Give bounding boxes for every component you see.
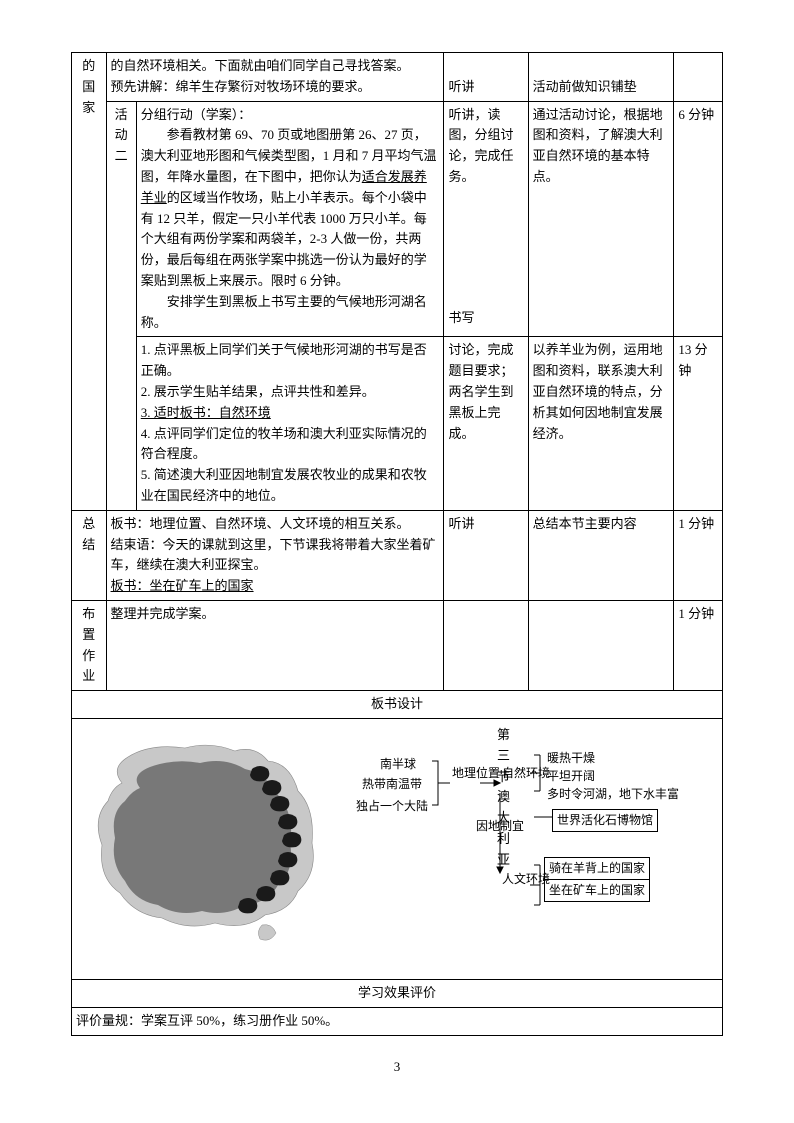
content-text: 整理并完成学案。	[111, 606, 215, 621]
header-text: 学习效果评价	[358, 985, 436, 1000]
intent-text: 总结本节主要内容	[533, 516, 637, 531]
content-text: 板书：坐在矿车上的国家	[111, 576, 440, 597]
time-text: 1 分钟	[678, 516, 714, 531]
content-body: 安排学生到黑板上书写主要的气候地形河湖名称。	[141, 292, 440, 334]
tasmania	[258, 925, 276, 940]
concept-right3: 多时令河湖，地下水丰富	[547, 785, 679, 804]
section-cell: 布置作业	[72, 600, 107, 690]
learning-eval-header: 学习效果评价	[72, 979, 723, 1007]
time-cell: 6 分钟	[674, 101, 723, 337]
content-text: 4. 点评同学们定位的牧羊场和澳大利亚实际情况的符合程度。	[141, 424, 440, 466]
section-label: 布置作业	[82, 606, 95, 683]
activity-label: 活动二	[115, 107, 128, 164]
concept-left2: 热带南温带	[362, 775, 422, 794]
concept-left1: 南半球	[380, 755, 416, 774]
table-row: 总结 板书：地理位置、自然环境、人文环境的相互关系。 结束语：今天的课就到这里，…	[72, 510, 723, 600]
content-cell: 的自然环境相关。下面就由咱们同学自己寻找答案。 预先讲解：绵羊生存繁衍对牧场环境…	[106, 53, 444, 102]
eval-cell: 评价量规：学案互评 50%，练习册作业 50%。	[72, 1007, 723, 1035]
concept-box1: 世界活化石博物馆	[552, 809, 658, 832]
section-header-row: 学习效果评价	[72, 979, 723, 1007]
diagram-row: 第三节 澳大利亚	[72, 718, 723, 979]
concept-left3: 独占一个大陆	[356, 797, 428, 816]
student-cell: 讨论，完成题目要求；两名学生到黑板上完成。	[444, 337, 528, 510]
intent-cell: 通过活动讨论，根据地图和资料，了解澳大利亚自然环境的基本特点。	[528, 101, 674, 337]
time-text: 1 分钟	[678, 606, 714, 621]
content-text: 预先讲解：绵羊生存繁衍对牧场环境的要求。	[111, 77, 440, 98]
table-row: 活动二 分组行动（学案）： 参看教材第 69、70 页或地图册第 26、27 页…	[72, 101, 723, 337]
content-cell: 板书：地理位置、自然环境、人文环境的相互关系。 结束语：今天的课就到这里，下节课…	[106, 510, 444, 600]
board-design-header: 板书设计	[72, 691, 723, 719]
student-cell	[444, 600, 528, 690]
intent-cell: 以养羊业为例，运用地图和资料，联系澳大利亚自然环境的特点，分析其如何因地制宜发展…	[528, 337, 674, 510]
page-number: 3	[0, 1059, 794, 1075]
student-cell: 听讲，读图，分组讨论，完成任务。 书写	[444, 101, 528, 337]
student-cell: 听讲	[444, 510, 528, 600]
concept-right2: 平坦开阔	[547, 767, 595, 786]
content-text: 的自然环境相关。下面就由咱们同学自己寻找答案。	[111, 56, 440, 77]
time-cell: 13 分钟	[674, 337, 723, 510]
eval-row: 评价量规：学案互评 50%，练习册作业 50%。	[72, 1007, 723, 1035]
lesson-plan-table: 的国家 的自然环境相关。下面就由咱们同学自己寻找答案。 预先讲解：绵羊生存繁衍对…	[71, 52, 723, 1036]
concept-box2: 骑在羊背上的国家	[544, 857, 650, 880]
student-text: 书写	[448, 308, 523, 329]
student-text: 讨论，完成题目要求；两名学生到黑板上完成。	[448, 342, 513, 440]
header-text: 板书设计	[371, 696, 423, 711]
intent-text: 通过活动讨论，根据地图和资料，了解澳大利亚自然环境的基本特点。	[533, 107, 663, 184]
section-label: 总结	[82, 516, 95, 552]
content-text: 2. 展示学生贴羊结果，点评共性和差异。	[141, 382, 440, 403]
concept-mid4: 人文环境	[502, 873, 528, 886]
content-cell: 1. 点评黑板上同学们关于气候地形河湖的书写是否正确。 2. 展示学生贴羊结果，…	[136, 337, 444, 510]
australia-map	[80, 733, 340, 955]
student-text: 听讲，读图，分组讨论，完成任务。	[448, 105, 523, 188]
student-text: 听讲	[448, 516, 474, 531]
section-cell: 总结	[72, 510, 107, 600]
content-text: 板书：地理位置、自然环境、人文环境的相互关系。	[111, 514, 440, 535]
time-cell: 1 分钟	[674, 600, 723, 690]
concept-right1: 暖热干燥	[547, 749, 595, 768]
table-row: 布置作业 整理并完成学案。 1 分钟	[72, 600, 723, 690]
table-row: 1. 点评黑板上同学们关于气候地形河湖的书写是否正确。 2. 展示学生贴羊结果，…	[72, 337, 723, 510]
intent-text: 以养羊业为例，运用地图和资料，联系澳大利亚自然环境的特点，分析其如何因地制宜发展…	[533, 342, 663, 440]
content-cell: 分组行动（学案）： 参看教材第 69、70 页或地图册第 26、27 页，澳大利…	[136, 101, 444, 337]
intent-text: 活动前做知识铺垫	[533, 79, 637, 94]
section-cell: 的国家	[72, 53, 107, 511]
eval-text: 评价量规：学案互评 50%，练习册作业 50%。	[76, 1013, 338, 1028]
student-cell: 听讲	[444, 53, 528, 102]
content-text: 结束语：今天的课就到这里，下节课我将带着大家坐着矿车，继续在澳大利亚探宝。	[111, 535, 440, 577]
time-text: 6 分钟	[678, 107, 714, 122]
time-text: 13 分钟	[678, 342, 707, 378]
concept-mid2: 自然环境	[502, 767, 528, 780]
content-head: 分组行动（学案）：	[141, 105, 440, 126]
intent-cell: 活动前做知识铺垫	[528, 53, 674, 102]
time-cell: 1 分钟	[674, 510, 723, 600]
concept-mid3: 因地制宜	[476, 820, 502, 833]
map-svg	[80, 733, 340, 948]
content-cell: 整理并完成学案。	[106, 600, 444, 690]
section-header-row: 板书设计	[72, 691, 723, 719]
table-row: 的国家 的自然环境相关。下面就由咱们同学自己寻找答案。 预先讲解：绵羊生存繁衍对…	[72, 53, 723, 102]
content-body: 参看教材第 69、70 页或地图册第 26、27 页，澳大利亚地形图和气候类型图…	[141, 125, 440, 291]
board-diagram: 第三节 澳大利亚	[72, 719, 722, 979]
time-cell	[674, 53, 723, 102]
content-text: 3. 适时板书：自然环境	[141, 403, 440, 424]
content-text: 5. 简述澳大利亚因地制宜发展农牧业的成果和农牧业在国民经济中的地位。	[141, 465, 440, 507]
student-text: 听讲	[448, 79, 474, 94]
intent-cell	[528, 600, 674, 690]
activity-cell: 活动二	[106, 101, 136, 510]
content-text: 1. 点评黑板上同学们关于气候地形河湖的书写是否正确。	[141, 340, 440, 382]
concept-box3: 坐在矿车上的国家	[544, 879, 650, 902]
intent-cell: 总结本节主要内容	[528, 510, 674, 600]
concept-mid1: 地理位置	[452, 767, 478, 780]
section-label: 的国家	[76, 56, 102, 118]
diagram-cell: 第三节 澳大利亚	[72, 718, 723, 979]
